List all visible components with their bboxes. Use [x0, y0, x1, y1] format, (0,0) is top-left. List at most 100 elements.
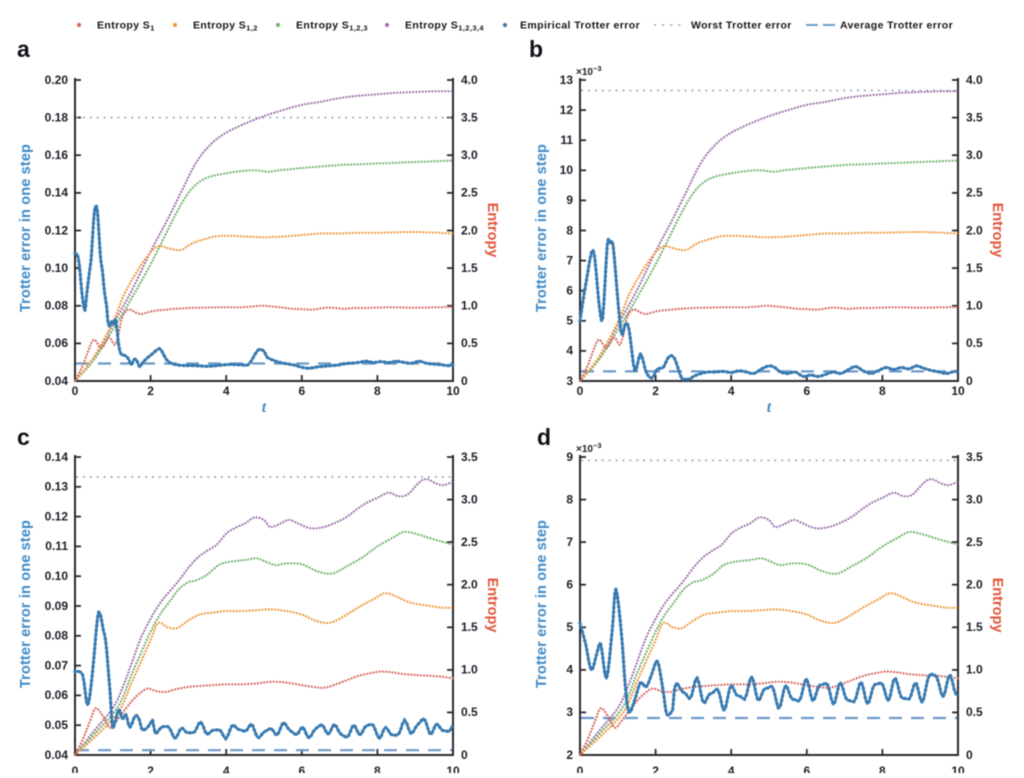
svg-text:a: a	[17, 36, 30, 62]
svg-text:2.5: 2.5	[966, 186, 983, 200]
svg-text:b: b	[529, 36, 543, 62]
svg-text:2: 2	[652, 764, 659, 773]
svg-text:0.16: 0.16	[45, 148, 69, 162]
svg-text:4.0: 4.0	[966, 73, 983, 87]
svg-text:10: 10	[560, 163, 574, 177]
svg-text:0: 0	[966, 748, 973, 762]
svg-text:3.0: 3.0	[461, 148, 478, 162]
svg-text:8: 8	[879, 384, 886, 398]
svg-text:2: 2	[147, 764, 154, 773]
svg-text:4: 4	[223, 384, 230, 398]
svg-text:0.04: 0.04	[45, 748, 69, 762]
svg-text:2.0: 2.0	[461, 578, 478, 592]
svg-text:8: 8	[374, 384, 381, 398]
svg-text:Entropy S1,2,3,4: Entropy S1,2,3,4	[405, 20, 484, 33]
svg-text:3.5: 3.5	[461, 450, 478, 464]
svg-text:4: 4	[223, 764, 230, 773]
svg-text:0: 0	[72, 764, 79, 773]
svg-text:3.5: 3.5	[966, 450, 983, 464]
svg-text:10: 10	[951, 384, 965, 398]
svg-text:0.04: 0.04	[45, 374, 69, 388]
svg-text:Entropy: Entropy	[484, 203, 500, 258]
svg-text:1.0: 1.0	[461, 663, 478, 677]
svg-text:Average Trotter error: Average Trotter error	[840, 20, 953, 32]
svg-text:2.0: 2.0	[966, 578, 983, 592]
svg-text:0: 0	[461, 748, 468, 762]
svg-text:1.0: 1.0	[461, 299, 478, 313]
svg-text:0.10: 0.10	[45, 261, 69, 275]
svg-text:6: 6	[566, 578, 573, 592]
svg-text:Entropy S1,2: Entropy S1,2	[193, 20, 258, 33]
svg-text:0: 0	[72, 384, 79, 398]
svg-text:0: 0	[577, 384, 584, 398]
svg-text:3.5: 3.5	[461, 110, 478, 124]
svg-text:6: 6	[803, 764, 810, 773]
svg-text:1.0: 1.0	[966, 663, 983, 677]
svg-text:0.5: 0.5	[966, 336, 983, 350]
svg-text:3.0: 3.0	[966, 492, 983, 506]
svg-text:2.5: 2.5	[966, 535, 983, 549]
svg-text:6: 6	[298, 384, 305, 398]
svg-text:7: 7	[566, 535, 573, 549]
svg-text:0: 0	[461, 374, 468, 388]
svg-text:0.13: 0.13	[45, 480, 69, 494]
svg-text:0.14: 0.14	[45, 450, 69, 464]
svg-text:Worst Trotter error: Worst Trotter error	[691, 20, 792, 32]
svg-text:c: c	[17, 424, 30, 450]
svg-text:t: t	[262, 399, 267, 416]
svg-text:3: 3	[566, 374, 573, 388]
svg-text:0.5: 0.5	[461, 705, 478, 719]
svg-text:3.0: 3.0	[461, 492, 478, 506]
svg-text:0.5: 0.5	[461, 336, 478, 350]
svg-text:5: 5	[566, 314, 573, 328]
svg-text:Entropy S1: Entropy S1	[97, 20, 155, 33]
svg-text:13: 13	[560, 73, 574, 87]
svg-text:Trotter error in one step: Trotter error in one step	[534, 144, 550, 312]
svg-text:Entropy: Entropy	[989, 203, 1005, 258]
svg-text:1.5: 1.5	[966, 620, 983, 634]
svg-text:0: 0	[577, 764, 584, 773]
svg-text:2.5: 2.5	[461, 535, 478, 549]
svg-text:6: 6	[566, 284, 573, 298]
svg-text:d: d	[537, 424, 551, 450]
svg-text:1.5: 1.5	[966, 261, 983, 275]
svg-text:4: 4	[728, 764, 735, 773]
svg-text:8: 8	[879, 764, 886, 773]
svg-text:3.0: 3.0	[966, 148, 983, 162]
svg-text:8: 8	[374, 764, 381, 773]
svg-text:0.09: 0.09	[45, 599, 69, 613]
svg-text:0.05: 0.05	[45, 718, 69, 732]
svg-text:8: 8	[566, 492, 573, 506]
svg-text:4: 4	[566, 344, 573, 358]
svg-text:Trotter error in one step: Trotter error in one step	[18, 520, 34, 688]
svg-text:1.0: 1.0	[966, 299, 983, 313]
svg-text:1.5: 1.5	[461, 261, 478, 275]
svg-text:0.08: 0.08	[45, 629, 69, 643]
svg-text:0: 0	[966, 374, 973, 388]
svg-text:0.5: 0.5	[966, 705, 983, 719]
svg-text:11: 11	[560, 133, 573, 147]
svg-text:0.12: 0.12	[45, 223, 69, 237]
svg-text:Trotter error in one step: Trotter error in one step	[534, 520, 550, 688]
svg-text:8: 8	[566, 223, 573, 237]
svg-text:6: 6	[298, 764, 305, 773]
svg-text:4.0: 4.0	[461, 73, 478, 87]
svg-text:Empirical Trotter error: Empirical Trotter error	[520, 20, 640, 32]
svg-text:3.5: 3.5	[966, 110, 983, 124]
svg-text:9: 9	[566, 193, 573, 207]
svg-text:1.5: 1.5	[461, 620, 478, 634]
svg-text:6: 6	[803, 384, 810, 398]
svg-text:2.0: 2.0	[966, 223, 983, 237]
svg-text:2: 2	[652, 384, 659, 398]
svg-text:Trotter error in one step: Trotter error in one step	[18, 144, 34, 312]
svg-text:t: t	[767, 399, 772, 416]
svg-text:0.12: 0.12	[45, 509, 69, 523]
svg-text:10: 10	[446, 764, 460, 773]
svg-text:4: 4	[728, 384, 735, 398]
svg-text:5: 5	[566, 620, 573, 634]
svg-text:0.10: 0.10	[45, 569, 69, 583]
svg-text:0.08: 0.08	[45, 299, 69, 313]
svg-text:3: 3	[566, 705, 573, 719]
svg-text:2: 2	[147, 384, 154, 398]
svg-text:0.20: 0.20	[45, 73, 69, 87]
